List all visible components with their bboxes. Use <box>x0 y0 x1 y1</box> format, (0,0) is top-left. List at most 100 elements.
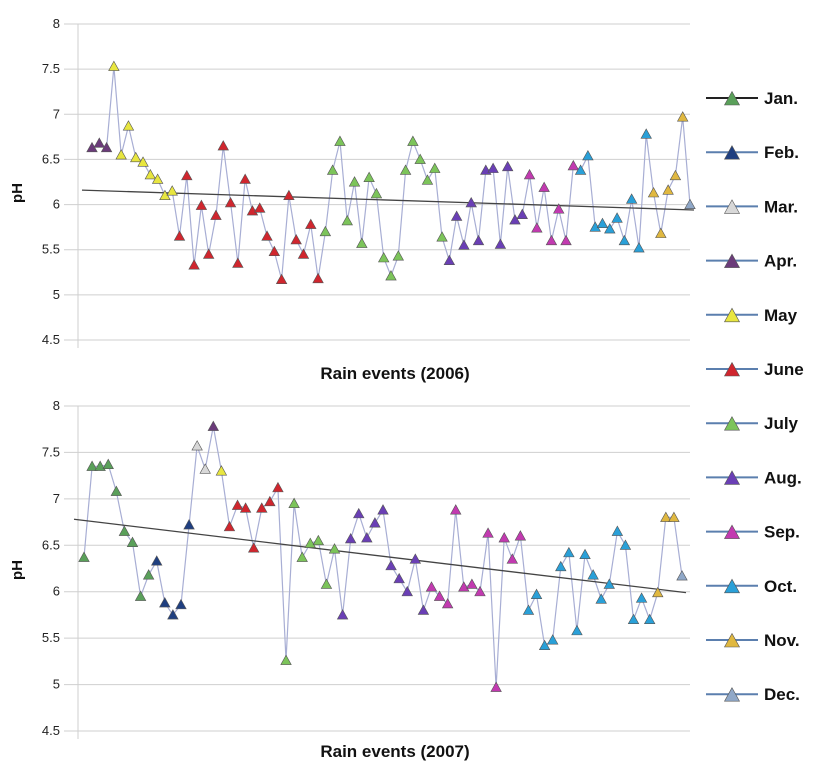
data-point-june <box>223 520 236 532</box>
data-point-sep <box>425 581 438 592</box>
data-point-oct <box>595 593 607 604</box>
data-point-sep <box>523 168 536 180</box>
legend-marker <box>723 416 741 431</box>
data-point-oct <box>538 639 551 651</box>
data-point-sep <box>441 597 454 609</box>
data-point-oct <box>611 525 624 536</box>
data-point-oct <box>596 217 609 228</box>
data-point-aug <box>409 553 422 564</box>
legend-item-may: May <box>706 306 798 325</box>
data-point-july <box>363 171 375 182</box>
legend-label: Nov. <box>764 631 800 650</box>
y-tick-label: 6.5 <box>42 537 60 552</box>
data-point-june <box>283 189 295 201</box>
legend-marker <box>723 470 741 485</box>
trendline-2006 <box>81 189 695 211</box>
legend: Jan. Feb. Mar. Apr. May June July Aug. Sep. Oct. N… <box>706 89 804 704</box>
data-point-june <box>312 272 324 284</box>
data-point-july <box>429 162 441 173</box>
data-point-june <box>247 542 260 553</box>
data-point-oct <box>643 613 656 625</box>
data-point-oct <box>530 588 543 599</box>
gridlines-2007 <box>64 405 690 739</box>
data-point-nov <box>652 586 664 598</box>
legend-marker <box>723 253 741 268</box>
legend-marker <box>723 145 741 160</box>
data-point-july <box>280 654 292 665</box>
legend-item-apr: Apr. <box>706 252 797 271</box>
data-point-aug <box>369 517 381 528</box>
legend-label: Sep. <box>764 523 800 542</box>
data-point-june <box>217 140 229 151</box>
data-point-aug <box>472 234 485 246</box>
chart-2007: 4.5 5 5.5 6 6.5 7 7.5 8 pH Rain events (2007) <box>9 398 690 761</box>
data-point-june <box>202 248 215 259</box>
data-point-may <box>166 185 178 196</box>
data-point-july <box>326 164 339 175</box>
markers-2006 <box>86 60 696 284</box>
data-point-sep <box>474 585 486 597</box>
data-point-oct <box>574 164 587 175</box>
data-point-july <box>296 551 308 562</box>
gridlines-2006 <box>64 23 690 348</box>
data-point-jan <box>110 485 123 496</box>
data-point-june <box>290 233 302 245</box>
data-point-sep <box>567 159 580 171</box>
data-point-july <box>341 215 353 226</box>
x-axis-label-2007: Rain events (2007) <box>320 742 469 761</box>
data-point-july <box>356 237 368 248</box>
data-point-apr <box>100 141 113 153</box>
legend-item-nov: Nov. <box>706 631 800 650</box>
data-point-aug <box>417 604 430 615</box>
data-point-oct <box>571 624 583 636</box>
data-point-sep <box>538 181 550 192</box>
data-point-sep <box>514 530 527 541</box>
data-point-sep <box>531 222 543 233</box>
data-point-feb <box>183 519 195 530</box>
data-point-oct <box>625 193 638 204</box>
data-point-may <box>122 120 135 131</box>
legend-marker <box>723 578 741 594</box>
data-point-aug <box>393 572 405 584</box>
data-point-oct <box>522 604 535 615</box>
data-point-aug <box>377 504 389 515</box>
data-point-dec <box>676 570 688 581</box>
data-point-oct <box>582 149 594 161</box>
data-point-aug <box>443 254 456 266</box>
data-point-oct <box>627 613 640 625</box>
legend-item-oct: Oct. <box>706 577 797 596</box>
y-tick-label: 5.5 <box>42 242 60 257</box>
data-point-july <box>319 225 332 237</box>
legend-item-july: July <box>706 414 799 433</box>
data-point-aug <box>401 585 413 597</box>
y-tick-label: 5 <box>53 677 60 692</box>
data-point-apr <box>93 137 106 148</box>
y-tick-label: 6 <box>53 584 60 599</box>
data-point-june <box>297 248 310 259</box>
data-point-aug <box>516 208 528 219</box>
legend-item-mar: Mar. <box>706 197 798 216</box>
data-point-may <box>144 168 157 180</box>
y-axis-label-2007: pH <box>9 560 26 580</box>
data-point-aug <box>494 238 507 249</box>
data-point-aug <box>465 196 477 208</box>
data-point-june <box>224 196 237 208</box>
data-point-june <box>239 502 252 513</box>
data-point-oct <box>633 242 645 253</box>
data-point-feb <box>175 598 187 610</box>
legend-label: Feb. <box>764 143 799 162</box>
data-point-sep <box>466 578 478 589</box>
data-point-nov <box>676 111 689 122</box>
data-point-mar <box>199 463 211 474</box>
data-point-july <box>288 497 300 508</box>
data-point-feb <box>151 555 163 566</box>
data-point-nov <box>655 227 667 238</box>
data-point-nov <box>662 184 674 195</box>
data-point-june <box>268 245 281 256</box>
legend-label: Dec. <box>764 685 800 704</box>
data-point-nov <box>660 511 672 522</box>
data-point-june <box>305 218 317 229</box>
data-point-july <box>399 164 412 175</box>
data-point-may <box>137 156 149 167</box>
data-point-oct <box>611 212 623 223</box>
